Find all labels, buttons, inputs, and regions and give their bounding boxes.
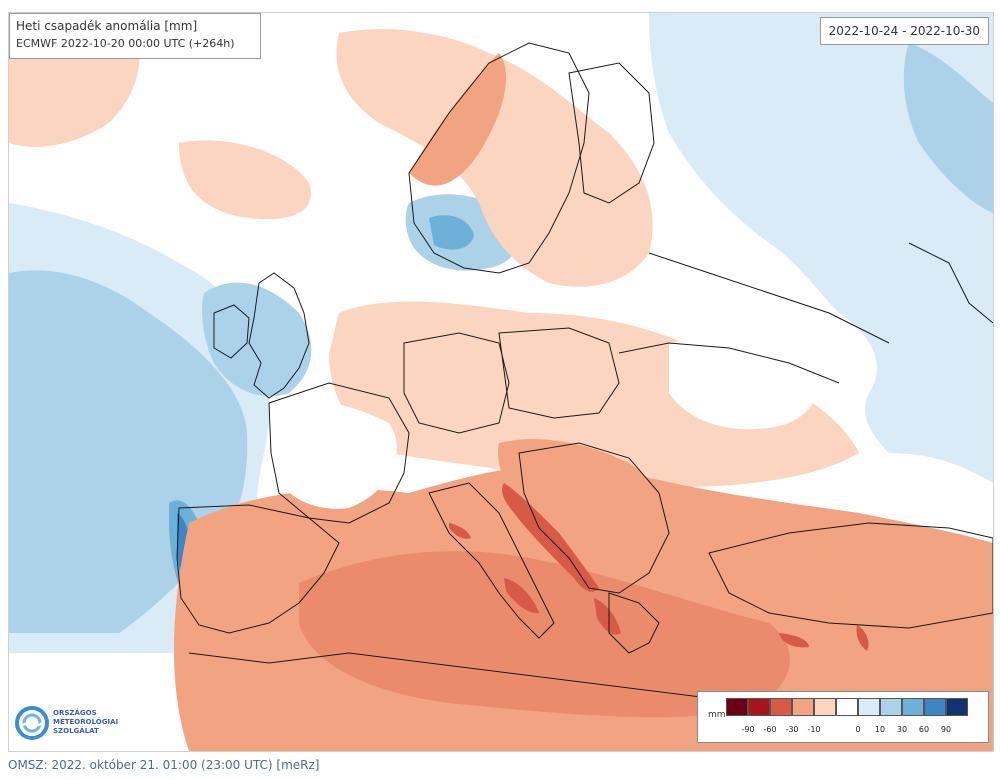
- legend-swatch-11: [946, 698, 968, 716]
- logo-line-2: METEOROLÓGIAI: [53, 718, 119, 726]
- legend-tick: -30: [785, 725, 799, 734]
- legend-tick: -90: [741, 725, 755, 734]
- med-deeper-orange: [299, 551, 790, 718]
- cyprus-red-streak: [856, 625, 869, 651]
- omsz-logo: ORSZÁGOS METEOROLÓGIAI SZOLGÁLAT: [13, 703, 129, 745]
- legend-tick: 10: [874, 725, 886, 734]
- legend-swatch-1: [726, 698, 748, 716]
- map-title: Heti csapadék anomália [mm]: [16, 19, 198, 33]
- footer-note: OMSZ: 2022. október 21. 01:00 (23:00 UTC…: [8, 758, 320, 772]
- poland-outline: [498, 327, 620, 419]
- legend-tick: -60: [763, 725, 777, 734]
- legend-swatch-4: [792, 698, 814, 716]
- legend-unit: mm: [708, 710, 726, 720]
- balkans-outline: [518, 442, 670, 594]
- north-africa-coast: [188, 652, 750, 704]
- east-border-1: [618, 342, 840, 384]
- map-title-box: Heti csapadék anomália [mm] ECMWF 2022-1…: [9, 13, 261, 59]
- legend-tick: 60: [918, 725, 930, 734]
- britain-outline: [248, 272, 310, 399]
- east-blue-area: [649, 13, 993, 483]
- date-range-box: 2022-10-24 - 2022-10-30: [819, 17, 989, 45]
- legend-swatch-8: [880, 698, 902, 716]
- east-border-2: [648, 252, 890, 344]
- model-run-label: ECMWF 2022-10-20 00:00 UTC (+264h): [16, 37, 235, 50]
- italy-outline: [428, 482, 555, 639]
- central-peach-area: [329, 301, 859, 487]
- map-frame: Heti csapadék anomália [mm] ECMWF 2022-1…: [8, 12, 994, 752]
- norway-orange-strip: [409, 53, 507, 186]
- anomaly-map: [9, 13, 993, 751]
- crete-red-streak: [779, 633, 809, 648]
- iceland-peach: [179, 140, 311, 220]
- britain-blue: [202, 282, 312, 397]
- east-mid-blue: [903, 43, 993, 213]
- legend-tick: 0: [855, 725, 861, 734]
- alps-red-streak: [449, 523, 471, 539]
- legend-swatch-7: [858, 698, 880, 716]
- finland-outline: [568, 62, 655, 204]
- legend-tick: 90: [940, 725, 952, 734]
- legend-swatch-3: [770, 698, 792, 716]
- legend-tick: -10: [807, 725, 821, 734]
- legend-swatch-10: [924, 698, 946, 716]
- ireland-outline: [213, 304, 250, 359]
- france-white-area: [269, 402, 397, 509]
- north-peach-area: [336, 29, 653, 287]
- iberia-outline: [176, 504, 340, 634]
- logo-line-3: SZOLGÁLAT: [53, 727, 99, 735]
- scandinavia-outline: [408, 42, 590, 274]
- color-legend: mm -90 -60 -30 -10 0 10 30 60 90: [697, 691, 989, 743]
- legend-swatch-9: [902, 698, 924, 716]
- germany-outline: [403, 332, 510, 434]
- turkey-outline: [708, 522, 993, 629]
- country-borders: [176, 42, 993, 704]
- logo-line-1: ORSZÁGOS: [53, 709, 97, 717]
- legend-swatch-5: [814, 698, 836, 716]
- france-outline: [268, 382, 410, 524]
- greece-outline: [608, 592, 660, 654]
- adriatic-red-streak: [502, 483, 599, 592]
- italy-red-streak: [504, 578, 539, 614]
- legend-swatch-2: [748, 698, 770, 716]
- greece-red-streak: [594, 598, 621, 635]
- date-range-label: 2022-10-24 - 2022-10-30: [828, 24, 980, 38]
- ukraine-white-area: [669, 339, 817, 430]
- omsz-logo-icon: [15, 706, 49, 740]
- omsz-logo-text: ORSZÁGOS METEOROLÓGIAI SZOLGÁLAT: [53, 709, 118, 736]
- east-border-3: [908, 242, 993, 324]
- legend-tick: 30: [896, 725, 908, 734]
- legend-swatch-6: [836, 698, 858, 716]
- scandinavia-dark-blue: [429, 215, 474, 250]
